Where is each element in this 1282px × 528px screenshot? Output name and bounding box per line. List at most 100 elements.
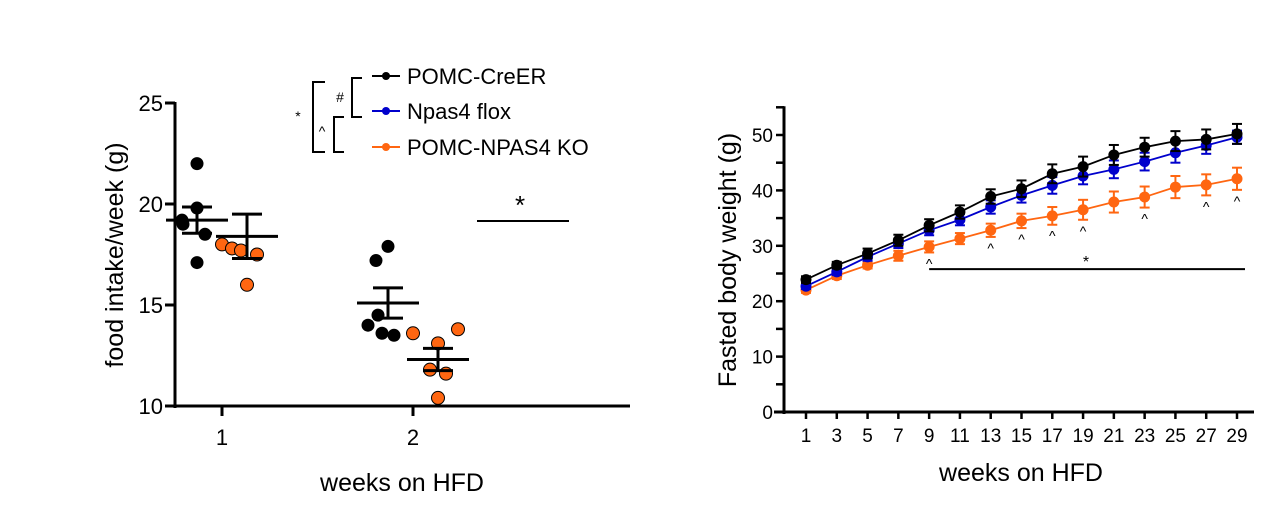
data-point-pomc-npas4-ko: [451, 322, 465, 337]
legend-label: Npas4 flox: [407, 99, 511, 124]
data-point: [1108, 196, 1120, 208]
data-point-pomc-creer: [381, 239, 395, 253]
legend-label: POMC-CreER: [407, 64, 546, 89]
caret-annotation: ^: [987, 240, 994, 256]
data-point: [954, 233, 966, 245]
data-point: [1200, 179, 1212, 191]
data-point: [1046, 168, 1058, 180]
right-x-tick-label: 21: [1103, 426, 1124, 447]
data-point: [1046, 210, 1058, 222]
left-x-tick-label: 2: [407, 425, 419, 450]
data-point: [985, 190, 997, 202]
caret-annotation: ^: [1080, 223, 1087, 239]
right-y-tick-label: 0: [762, 403, 773, 424]
right-x-tick-label: 19: [1073, 426, 1094, 447]
right-x-tick-label: 7: [893, 426, 904, 447]
right-x-tick-label: 3: [831, 426, 842, 447]
right-y-tick-label: 10: [752, 348, 773, 369]
bracket-star-label: *: [295, 108, 301, 124]
data-point: [862, 259, 874, 271]
data-point: [1016, 183, 1027, 195]
data-point-pomc-npas4-ko: [240, 277, 254, 292]
data-point-pomc-creer: [387, 328, 401, 342]
data-point-pomc-npas4-ko: [431, 390, 445, 405]
right-x-tick-label: 15: [1011, 426, 1032, 447]
right-y-tick-label: 50: [752, 126, 773, 147]
sig-bar-label: *: [1083, 254, 1089, 271]
data-point: [1169, 181, 1181, 193]
right-x-tick-label: 5: [862, 426, 873, 447]
left-y-axis-label: food intake/week (g): [101, 142, 129, 367]
caret-annotation: ^: [1203, 198, 1210, 214]
legend-item-npas4-flox: Npas4 flox: [372, 99, 511, 124]
data-point: [1139, 191, 1151, 203]
right-x-axis-label: weeks on HFD: [938, 459, 1103, 487]
data-point: [1108, 163, 1120, 175]
data-point-pomc-creer: [190, 157, 204, 171]
legend: POMC-CreER Npas4 flox POMC-NPAS4 KO # ^ …: [295, 64, 588, 160]
series-pomc-creer: [800, 122, 1243, 286]
data-point: [1169, 135, 1181, 147]
right-x-tick-label: 25: [1165, 426, 1186, 447]
data-point-pomc-creer: [375, 326, 389, 340]
data-point: [1108, 149, 1120, 161]
week2-sig-label: *: [515, 190, 525, 220]
data-point: [862, 248, 874, 260]
data-point: [1139, 156, 1151, 168]
data-point: [1231, 173, 1243, 185]
caret-annotation: ^: [1049, 228, 1056, 244]
caret-annotation: ^: [926, 255, 933, 271]
data-point-pomc-creer: [371, 308, 385, 322]
bracket-caret-label: ^: [319, 123, 326, 139]
food-intake-chart: 10 15 20 25 1 2 weeks on HFD food intake/week…: [101, 64, 630, 497]
data-point: [831, 259, 843, 271]
caret-annotation: ^: [1141, 211, 1148, 227]
caret-annotation: ^: [1018, 231, 1025, 247]
caret-annotation: ^: [1234, 193, 1241, 209]
data-point: [892, 250, 904, 262]
legend-item-pomc-npas4-ko: POMC-NPAS4 KO: [372, 135, 589, 160]
right-x-tick-label: 13: [980, 426, 1001, 447]
data-point: [1139, 141, 1151, 153]
data-point: [1231, 128, 1243, 140]
data-point: [954, 206, 966, 218]
right-y-axis-label: Fasted body weight (g): [714, 133, 742, 387]
data-point: [1169, 147, 1181, 159]
bracket-hash-label: #: [336, 89, 344, 105]
right-y-tick-label: 40: [752, 181, 773, 202]
data-point: [1077, 161, 1089, 173]
right-y-tick-label: 30: [752, 237, 773, 258]
data-point: [892, 234, 904, 246]
right-y-tick-label: 20: [752, 292, 773, 313]
left-y-tick-label: 10: [139, 394, 163, 419]
data-point-pomc-creer: [361, 318, 375, 332]
data-point-pomc-creer: [190, 256, 204, 270]
right-x-tick-label: 29: [1226, 426, 1247, 447]
data-point-pomc-npas4-ko: [439, 366, 453, 381]
right-x-tick-label: 23: [1134, 426, 1155, 447]
right-x-tick-label: 1: [801, 426, 812, 447]
left-x-tick-label: 1: [216, 425, 228, 450]
bracket-star: [312, 81, 325, 153]
data-point: [1200, 133, 1212, 145]
data-point-pomc-npas4-ko: [406, 326, 420, 341]
left-y-tick-label: 20: [139, 192, 163, 217]
right-x-tick-label: 11: [950, 426, 970, 447]
data-point: [923, 241, 935, 253]
data-point: [954, 214, 966, 226]
data-point-pomc-creer: [369, 254, 383, 268]
data-point: [1077, 204, 1089, 216]
legend-label: POMC-NPAS4 KO: [407, 135, 589, 160]
data-point: [800, 274, 812, 286]
right-x-tick-label: 9: [924, 426, 935, 447]
data-point: [985, 224, 997, 236]
left-x-axis-label: weeks on HFD: [319, 469, 484, 497]
legend-item-pomc-creer: POMC-CreER: [372, 64, 546, 89]
data-point: [923, 219, 935, 231]
right-x-tick-label: 17: [1042, 426, 1063, 447]
series-pomc-npas4-ko: [800, 166, 1243, 296]
left-y-tick-label: 15: [139, 293, 163, 318]
bracket-caret: [333, 116, 344, 153]
